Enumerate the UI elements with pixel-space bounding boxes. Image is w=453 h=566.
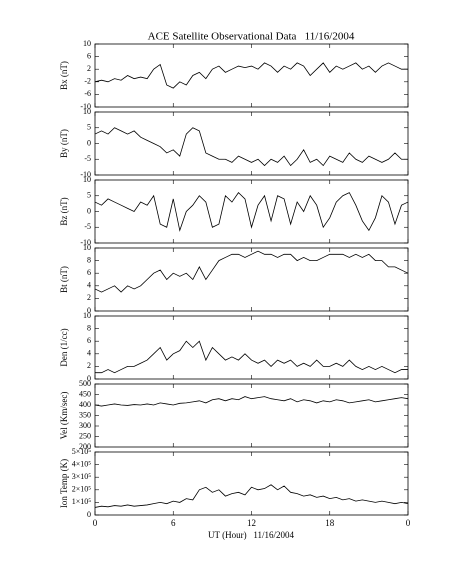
y-tick-label: 0 [87, 510, 91, 519]
y-tick-label: -6 [84, 89, 91, 98]
y-tick-label: 0 [87, 206, 91, 215]
y-tick-label: 1×10⁵ [72, 497, 92, 506]
panel-frame [94, 43, 409, 108]
x-tick-label: 12 [247, 518, 256, 528]
y-tick-label: 350 [79, 410, 91, 419]
y-tick-label: 6 [87, 336, 91, 345]
panel-frame [94, 315, 409, 380]
y-tick-label: 10 [83, 243, 91, 252]
y-tick-label: 2 [87, 361, 91, 370]
data-line [94, 127, 408, 167]
y-tick-label: 500 [79, 379, 91, 388]
y-tick-label: 0 [87, 138, 91, 147]
y-tick-label: 400 [79, 400, 91, 409]
y-axis-label: Bt (nT) [59, 266, 69, 293]
y-tick-label: 450 [79, 389, 91, 398]
chart-title: ACE Satellite Observational Data 11/16/2… [148, 31, 355, 43]
y-tick-label: 2×10⁵ [72, 485, 92, 494]
y-axis-label: Den (1/cc) [59, 328, 69, 366]
data-line [95, 340, 408, 374]
y-tick-label: 2 [87, 293, 91, 302]
panel-frame [94, 383, 409, 448]
x-tick-label: 0 [406, 518, 411, 528]
data-line [94, 191, 409, 232]
y-tick-label: -10 [80, 102, 91, 111]
data-line [94, 62, 408, 89]
y-tick-label: 3×10⁵ [72, 472, 92, 481]
y-tick-label: -5 [84, 154, 91, 163]
y-axis-label: Bz (nT) [59, 197, 69, 225]
data-line [94, 396, 409, 407]
data-line [94, 484, 409, 508]
y-tick-label: 250 [79, 431, 91, 440]
x-tick-label: 6 [171, 518, 176, 528]
y-tick-label: 10 [83, 175, 91, 184]
y-tick-label: 300 [79, 421, 91, 430]
y-tick-label: 10 [83, 311, 91, 320]
y-tick-label: 10 [83, 39, 91, 48]
y-axis-label: Vel (Km/sec) [59, 392, 69, 440]
y-tick-label: 5×10⁵ [72, 447, 92, 456]
y-tick-label: 0 [87, 374, 91, 383]
y-axis-label: Bx (nT) [59, 61, 69, 90]
y-tick-label: 8 [87, 323, 91, 332]
y-tick-label: 2 [87, 64, 91, 73]
panel-frame [94, 179, 409, 244]
y-axis-label: By (nT) [59, 129, 69, 158]
y-tick-label: 5 [87, 123, 91, 132]
y-tick-label: 4 [87, 281, 91, 290]
x-tick-label: 0 [93, 518, 98, 528]
y-tick-label: 8 [87, 255, 91, 264]
y-tick-label: -10 [80, 170, 91, 179]
panel-frame [94, 111, 409, 176]
y-tick-label: 10 [83, 107, 91, 116]
y-tick-label: 0 [87, 306, 91, 315]
y-tick-label: 6 [87, 268, 91, 277]
y-tick-label: 200 [79, 442, 91, 451]
y-tick-label: -2 [84, 77, 91, 86]
x-tick-label: 18 [325, 518, 335, 528]
y-tick-label: 6 [87, 51, 91, 60]
x-axis-label: UT (Hour) 11/16/2004 [208, 530, 294, 540]
y-tick-label: 4×10⁵ [72, 459, 92, 468]
y-axis-label: Ion Temp (K) [59, 459, 69, 508]
y-tick-label: -10 [80, 238, 91, 247]
panel-frame [94, 247, 409, 312]
y-tick-label: 5 [87, 191, 91, 200]
y-tick-label: -5 [84, 222, 91, 231]
y-tick-label: 4 [87, 349, 91, 358]
data-line [94, 250, 409, 293]
